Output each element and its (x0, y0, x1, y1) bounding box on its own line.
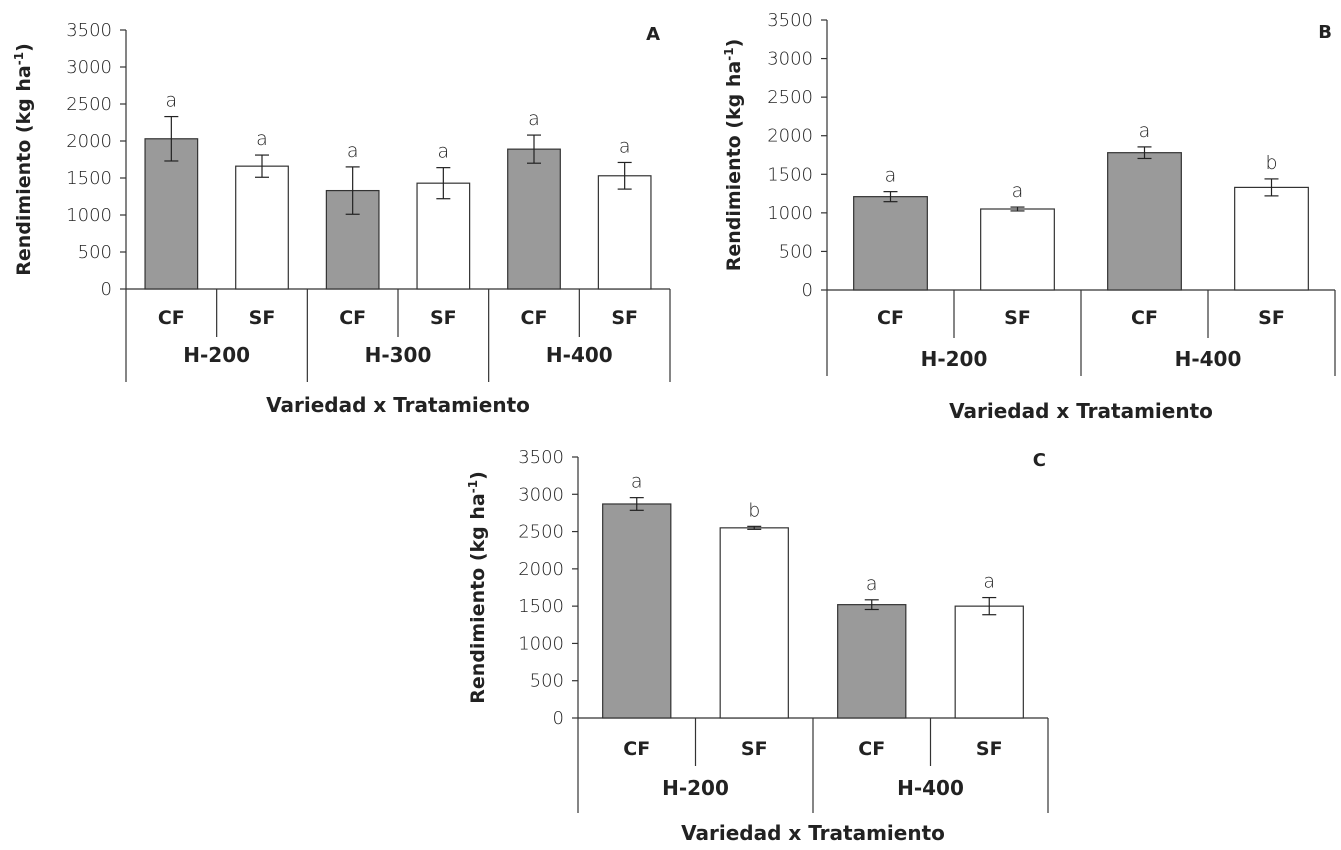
y-tick-label: 1000 (767, 203, 813, 224)
significance-letter: a (631, 471, 643, 493)
y-tick-label: 1500 (66, 168, 112, 189)
x-group-label: H-400 (897, 776, 964, 800)
significance-letter: a (528, 108, 540, 130)
panel-label: A (646, 24, 660, 45)
y-axis-title: Rendimiento (kg ha-1) (722, 39, 745, 272)
bar-cf (853, 196, 928, 291)
x-group-label: H-200 (921, 347, 988, 371)
x-group-label: H-200 (183, 343, 250, 367)
significance-letter: a (983, 571, 995, 593)
chart-panel-a: 0 500 1000 1500 2000 2500 3000 3500 a CF a SF H-200 a… (12, 20, 671, 417)
x-group-label: H-300 (365, 343, 432, 367)
x-category-label: CF (1131, 307, 1158, 329)
bar-sf (1234, 186, 1309, 291)
y-tick-label: 0 (802, 280, 813, 301)
x-category-label: SF (976, 738, 1003, 760)
y-tick-label: 1000 (518, 633, 564, 654)
significance-letter: a (866, 573, 878, 595)
y-tick-label: 2500 (66, 94, 112, 115)
significance-letter: a (885, 165, 897, 187)
y-tick-label: 2500 (767, 87, 813, 108)
x-group-label: H-400 (1175, 347, 1242, 371)
bar-sf (597, 175, 652, 290)
x-axis-title: Variedad x Tratamiento (266, 393, 530, 417)
panel-label: B (1318, 22, 1332, 43)
x-category-label: CF (158, 307, 185, 329)
y-tick-label: 3000 (767, 49, 813, 70)
y-tick-label: 1500 (767, 164, 813, 185)
x-category-label: SF (1258, 307, 1285, 329)
x-group-label: H-400 (546, 343, 613, 367)
x-axis-title: Variedad x Tratamiento (949, 399, 1213, 423)
bar-sf (954, 605, 1024, 719)
y-tick-label: 500 (78, 242, 112, 263)
x-category-label: SF (1004, 307, 1031, 329)
bar-sf (235, 165, 289, 290)
y-axis-title: Rendimiento (kg ha-1) (12, 43, 35, 276)
y-tick-label: 2000 (767, 126, 813, 147)
x-category-label: SF (430, 307, 457, 329)
x-group-label: H-200 (662, 776, 729, 800)
significance-letter: a (166, 90, 178, 112)
y-tick-label: 1000 (66, 205, 112, 226)
y-tick-label: 1500 (518, 596, 564, 617)
significance-letter: a (347, 140, 359, 162)
chart-panel-c: 0 500 1000 1500 2000 2500 3000 3500 a CF b SF H-200 a… (466, 447, 1049, 845)
significance-letter: a (256, 128, 268, 150)
y-tick-label: 3500 (66, 20, 112, 41)
significance-letter: b (1265, 152, 1277, 174)
x-category-label: CF (623, 738, 650, 760)
x-category-label: CF (877, 307, 904, 329)
bar-cf (837, 604, 907, 719)
y-tick-label: 2000 (518, 559, 564, 580)
y-tick-label: 0 (101, 279, 112, 300)
y-tick-label: 3500 (767, 10, 813, 31)
y-axis-title: Rendimiento (kg ha-1) (466, 471, 489, 704)
y-tick-label: 3000 (518, 484, 564, 505)
significance-letter: a (1139, 120, 1151, 142)
significance-letter: b (748, 499, 760, 521)
bar-cf (507, 148, 561, 290)
significance-letter: a (438, 141, 450, 163)
x-category-label: CF (339, 307, 366, 329)
bar-cf (602, 503, 672, 719)
bar-sf (980, 208, 1055, 291)
y-tick-label: 500 (779, 241, 813, 262)
y-tick-label: 3000 (66, 57, 112, 78)
chart-panel-b: 0 500 1000 1500 2000 2500 3000 3500 a CF a SF H-200 a… (722, 10, 1336, 423)
y-tick-label: 0 (553, 708, 564, 729)
x-axis-title: Variedad x Tratamiento (681, 821, 945, 845)
significance-letter: a (1012, 180, 1024, 202)
x-category-label: SF (249, 307, 276, 329)
bar-cf (1107, 152, 1182, 291)
y-tick-label: 500 (530, 671, 564, 692)
panel-label: C (1033, 450, 1046, 471)
significance-letter: a (619, 135, 631, 157)
y-tick-label: 2000 (66, 131, 112, 152)
bar-sf (719, 527, 789, 719)
x-category-label: CF (858, 738, 885, 760)
x-category-label: SF (741, 738, 768, 760)
x-category-label: CF (521, 307, 548, 329)
y-tick-label: 3500 (518, 447, 564, 468)
x-category-label: SF (611, 307, 638, 329)
y-tick-label: 2500 (518, 522, 564, 543)
